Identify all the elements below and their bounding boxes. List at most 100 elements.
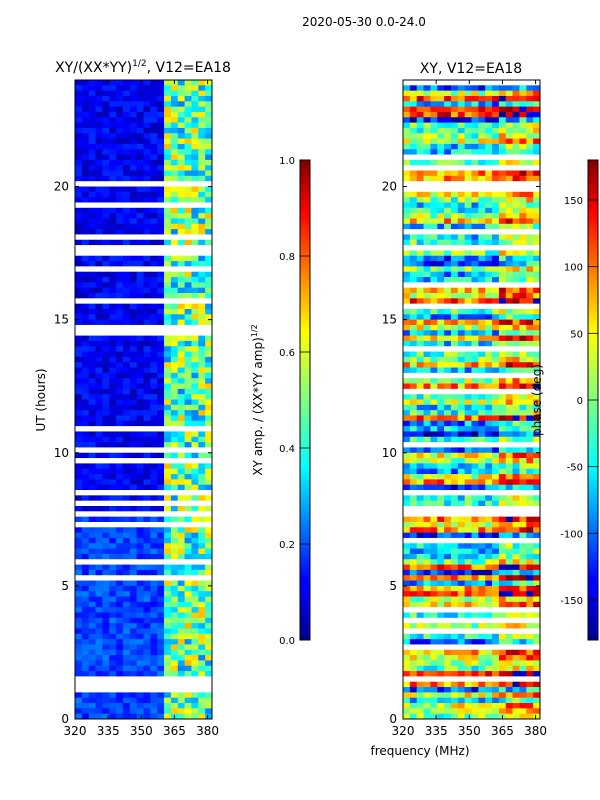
heatmap-cell: [519, 436, 527, 443]
heatmap-cell: [95, 191, 103, 198]
heatmap-cell: [88, 548, 96, 555]
heatmap-cell: [95, 218, 103, 225]
heatmap-cell: [498, 202, 507, 209]
heatmap-cell: [164, 655, 172, 661]
heatmap-cell: [533, 106, 541, 113]
heatmap-cell: [505, 543, 513, 550]
heatmap-cell: [198, 229, 206, 235]
heatmap-cell: [184, 649, 192, 656]
heatmap-cell: [136, 692, 144, 699]
heatmap-cell: [205, 143, 213, 150]
heatmap-cell: [450, 521, 459, 528]
heatmap-cell: [519, 186, 527, 193]
heatmap-cell: [143, 218, 151, 225]
heatmap-cell: [177, 671, 185, 677]
heatmap-cell: [143, 527, 151, 534]
heatmap-cell: [164, 708, 172, 715]
heatmap-cell: [423, 431, 431, 438]
heatmap-cell: [505, 532, 513, 539]
heatmap-cell: [485, 633, 493, 640]
heatmap-cell: [409, 207, 418, 214]
heatmap-cell: [75, 559, 83, 565]
heatmap-cell: [498, 681, 507, 688]
heatmap-cell: [95, 319, 103, 326]
heatmap-cell: [498, 213, 507, 219]
heatmap-cell: [191, 463, 199, 470]
heatmap-cell: [191, 340, 199, 347]
heatmap-cell: [116, 559, 124, 565]
heatmap-cell: [437, 474, 445, 480]
heatmap-cell: [526, 404, 534, 411]
heatmap-cell: [184, 543, 192, 550]
heatmap-cell: [450, 202, 459, 209]
heatmap-cell: [519, 218, 527, 225]
heatmap-cell: [464, 399, 472, 406]
heatmap-cell: [129, 410, 138, 416]
heatmap-cell: [464, 665, 472, 672]
heatmap-cell: [88, 575, 96, 581]
heatmap-cell: [150, 591, 158, 597]
heatmap-cell: [457, 708, 466, 715]
heatmap-cell: [464, 234, 472, 241]
heatmap-cell: [437, 671, 445, 677]
heatmap-cell: [164, 628, 172, 635]
heatmap-cell: [464, 601, 472, 608]
heatmap-cell: [457, 127, 466, 134]
heatmap-cell: [444, 367, 452, 374]
heatmap-cell: [129, 308, 138, 315]
heatmap-cell: [492, 346, 500, 352]
heatmap-cell: [102, 692, 110, 699]
heatmap-cell: [122, 665, 131, 672]
heatmap-cell: [157, 420, 165, 427]
heatmap-cell: [533, 229, 541, 235]
heatmap-cell: [205, 633, 213, 640]
heatmap-cell: [150, 293, 158, 299]
heatmap-cell: [75, 665, 83, 672]
heatmap-cell: [478, 644, 486, 651]
heatmap-cell: [109, 671, 117, 677]
heatmap-cell: [102, 644, 110, 651]
heatmap-cell: [450, 575, 459, 581]
heatmap-cell: [512, 404, 520, 411]
heatmap-cell: [526, 399, 534, 406]
heatmap-cell: [457, 479, 466, 486]
heatmap-cell: [533, 607, 541, 613]
heatmap-cell: [505, 367, 513, 374]
heatmap-cell: [129, 500, 138, 507]
heatmap-cell: [403, 697, 411, 704]
heatmap-cell: [164, 197, 172, 203]
heatmap-cell: [423, 617, 431, 624]
heatmap-cell: [109, 548, 117, 555]
heatmap-cell: [409, 639, 418, 645]
heatmap-cell: [177, 197, 185, 203]
heatmap-cell: [81, 511, 90, 518]
heatmap-cell: [450, 378, 459, 384]
heatmap-cell: [116, 308, 124, 315]
heatmap-cell: [129, 628, 138, 635]
heatmap-cell: [505, 362, 513, 368]
heatmap-cell: [471, 585, 479, 592]
heatmap-cell: [416, 500, 424, 507]
heatmap-cell: [170, 90, 179, 97]
heatmap-cell: [75, 356, 83, 363]
heatmap-cell: [409, 319, 418, 326]
heatmap-cell: [81, 223, 90, 230]
heatmap-cell: [492, 165, 500, 171]
heatmap-cell: [464, 569, 472, 576]
heatmap-cell: [129, 314, 138, 321]
heatmap-cell: [184, 569, 192, 576]
heatmap-cell: [492, 644, 500, 651]
heatmap-cell: [498, 234, 507, 241]
heatmap-cell: [478, 458, 486, 464]
heatmap-cell: [403, 394, 411, 400]
heatmap-cell: [116, 106, 124, 113]
heatmap-cell: [492, 415, 500, 422]
heatmap-cell: [164, 181, 172, 187]
heatmap-cell: [505, 431, 513, 438]
heatmap-cell: [102, 106, 110, 113]
heatmap-cell: [505, 575, 513, 581]
heatmap-cell: [464, 271, 472, 278]
heatmap-cell: [471, 575, 479, 581]
heatmap-cell: [122, 101, 131, 108]
heatmap-cell: [143, 250, 151, 257]
